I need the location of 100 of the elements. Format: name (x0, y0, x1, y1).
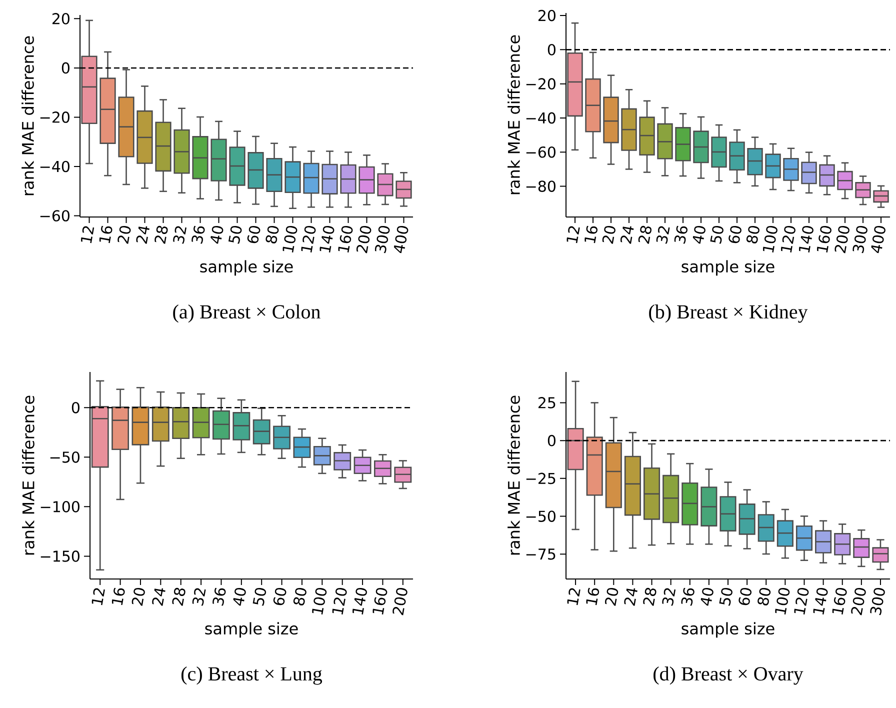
x-tick-label: 300 (852, 226, 868, 254)
y-tick-label: −40 (40, 160, 70, 172)
x-tick-label: 36 (674, 226, 688, 244)
x-tick-label: 28 (638, 226, 652, 244)
x-tick-label: 120 (301, 226, 316, 252)
y-tick-label: −100 (40, 501, 80, 512)
x-tick-label: 16 (586, 588, 600, 606)
y-axis-title: rank MAE difference (22, 396, 34, 555)
x-tick-label: 28 (643, 588, 656, 606)
x-tick-label: 160 (817, 226, 832, 252)
x-tick-label: 200 (356, 226, 372, 254)
x-tick-label: 140 (352, 588, 367, 614)
x-tick-label: 160 (832, 588, 847, 614)
x-tick-label: 24 (624, 588, 638, 606)
x-tick-label: 80 (293, 588, 306, 606)
x-tick-label: 200 (392, 588, 408, 616)
x-tick-label: 16 (99, 226, 112, 244)
x-tick-label: 36 (192, 226, 205, 244)
x-tick-label: 100 (775, 588, 790, 614)
y-tick-label: 20 (52, 13, 70, 24)
y-tick-label: −25 (526, 472, 556, 484)
x-tick-label: 50 (719, 588, 732, 606)
x-tick-label: 120 (332, 588, 347, 614)
text: (d) Breast × Ovary (654, 666, 804, 685)
x-tick-label: 160 (338, 226, 353, 252)
x-tick-label: 140 (799, 226, 814, 252)
x-tick-label: 50 (710, 226, 724, 244)
y-tick-label: 20 (538, 10, 556, 22)
y-tick-label: 25 (538, 397, 556, 408)
x-tick-label: 120 (794, 588, 809, 614)
x-tick-label: 300 (870, 588, 885, 616)
x-tick-label: 16 (112, 588, 125, 606)
x-tick-label: 140 (320, 226, 334, 252)
x-tick-label: 200 (834, 226, 850, 254)
x-axis-title: sample size (200, 260, 293, 276)
x-axis-title: sample size (682, 260, 774, 276)
x-tick-label: 40 (700, 588, 714, 606)
y-tick-label: 0 (548, 434, 556, 446)
x-axis-title: sample size (205, 622, 298, 638)
x-tick-label: 32 (656, 226, 670, 244)
x-tick-label: 20 (132, 588, 145, 606)
x-tick-label: 32 (173, 226, 186, 244)
x-tick-label: 20 (118, 226, 131, 244)
x-tick-label: 32 (192, 588, 206, 606)
text: (b) Breast × Kidney (649, 304, 808, 323)
x-tick-label: 60 (273, 588, 286, 606)
x-tick-label: 28 (154, 226, 168, 244)
y-axis-title: rank MAE difference (22, 36, 34, 196)
x-tick-label: 50 (228, 226, 242, 244)
x-tick-label: 40 (233, 588, 246, 606)
x-tick-label: 100 (282, 226, 298, 252)
x-tick-label: 80 (746, 226, 760, 244)
x-tick-label: 20 (602, 226, 616, 244)
x-tick-label: 100 (763, 226, 778, 252)
y-tick-label: −80 (526, 180, 556, 192)
x-tick-label: 60 (738, 588, 752, 606)
x-tick-label: 50 (252, 588, 266, 606)
text: (a) Breast × Colon (173, 304, 320, 323)
x-tick-label: 40 (210, 226, 224, 244)
y-tick-label: 0 (62, 62, 70, 74)
x-tick-label: 12 (567, 588, 580, 606)
x-tick-label: 40 (692, 226, 706, 244)
x-tick-label: 28 (172, 588, 186, 606)
x-tick-label: 36 (212, 588, 226, 606)
x-tick-label: 80 (266, 226, 279, 244)
x-tick-label: 100 (312, 588, 327, 614)
x-tick-label: 60 (728, 226, 742, 244)
y-tick-label: −20 (526, 78, 556, 90)
x-tick-label: 16 (584, 226, 598, 244)
x-tick-label: 12 (81, 226, 94, 244)
x-tick-label: 20 (605, 588, 618, 606)
x-tick-label: 24 (152, 588, 166, 606)
x-tick-label: 32 (662, 588, 676, 606)
y-tick-label: −40 (526, 112, 556, 124)
x-tick-label: 140 (813, 588, 828, 614)
y-tick-label: 0 (548, 44, 556, 56)
x-tick-label: 400 (394, 226, 408, 254)
x-tick-label: 24 (620, 226, 634, 244)
y-tick-label: 0 (72, 402, 80, 414)
x-tick-label: 120 (781, 226, 796, 252)
y-tick-label: −20 (40, 112, 70, 123)
x-tick-label: 24 (136, 226, 150, 244)
y-axis-title: rank MAE difference (508, 396, 520, 555)
text: (c) Breast × Lung (181, 666, 322, 685)
x-tick-label: 12 (566, 226, 580, 244)
x-tick-label: 300 (374, 226, 390, 254)
y-axis-title: rank MAE difference (508, 35, 520, 194)
x-tick-label: 36 (681, 588, 694, 606)
y-tick-label: −50 (50, 451, 80, 463)
x-tick-label: 160 (372, 588, 388, 614)
x-tick-label: 12 (92, 588, 105, 606)
x-tick-label: 400 (871, 226, 886, 254)
x-tick-label: 60 (247, 226, 260, 244)
x-tick-label: 200 (851, 588, 866, 616)
y-tick-label: −150 (40, 550, 80, 562)
y-tick-label: −50 (526, 510, 556, 522)
y-tick-label: −75 (526, 548, 556, 560)
x-axis-title: sample size (682, 622, 774, 638)
y-tick-label: −60 (526, 146, 556, 158)
y-tick-label: −60 (40, 210, 70, 222)
